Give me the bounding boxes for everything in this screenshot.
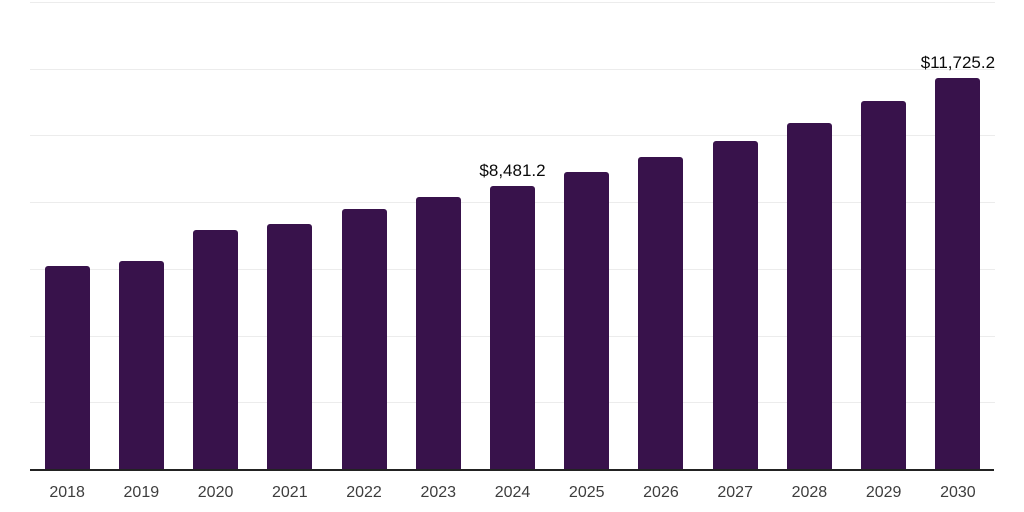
bar-2030	[935, 77, 981, 469]
bar-2027	[712, 140, 758, 469]
bar-2028	[786, 122, 832, 469]
x-tick-label: 2030	[940, 484, 976, 501]
x-tick-label: 2024	[494, 484, 531, 501]
x-tick-label: 2018	[49, 484, 85, 501]
x-tick-label: 2023	[420, 484, 457, 501]
x-tick-label: 2027	[717, 484, 753, 501]
bar-2022	[341, 208, 387, 469]
bar-2020	[193, 230, 239, 469]
gridline	[30, 68, 995, 70]
bar-2021	[267, 223, 313, 469]
x-tick-label: 2019	[123, 484, 160, 501]
gridline	[30, 2, 995, 3]
gridline	[30, 135, 995, 137]
x-tick-label: 2022	[346, 484, 382, 501]
x-tick-label: 2020	[197, 484, 234, 501]
value-label-2024: $8,481.2	[479, 161, 546, 181]
x-tick-label: 2028	[791, 484, 828, 501]
bar-2026	[638, 157, 684, 469]
x-tick-label: 2025	[568, 484, 605, 501]
bar-2029	[861, 100, 907, 469]
bar-2019	[118, 260, 164, 469]
bar-2018	[44, 265, 90, 469]
bar-2024	[490, 186, 535, 469]
value-label-2030: $11,725.2	[920, 52, 996, 72]
bar-2025	[564, 172, 610, 469]
x-tick-label: 2021	[272, 484, 308, 501]
x-tick-label: 2029	[865, 484, 902, 501]
bar-2023	[415, 197, 461, 469]
x-tick-label: 2026	[643, 484, 679, 501]
x-axis-line	[30, 469, 994, 471]
